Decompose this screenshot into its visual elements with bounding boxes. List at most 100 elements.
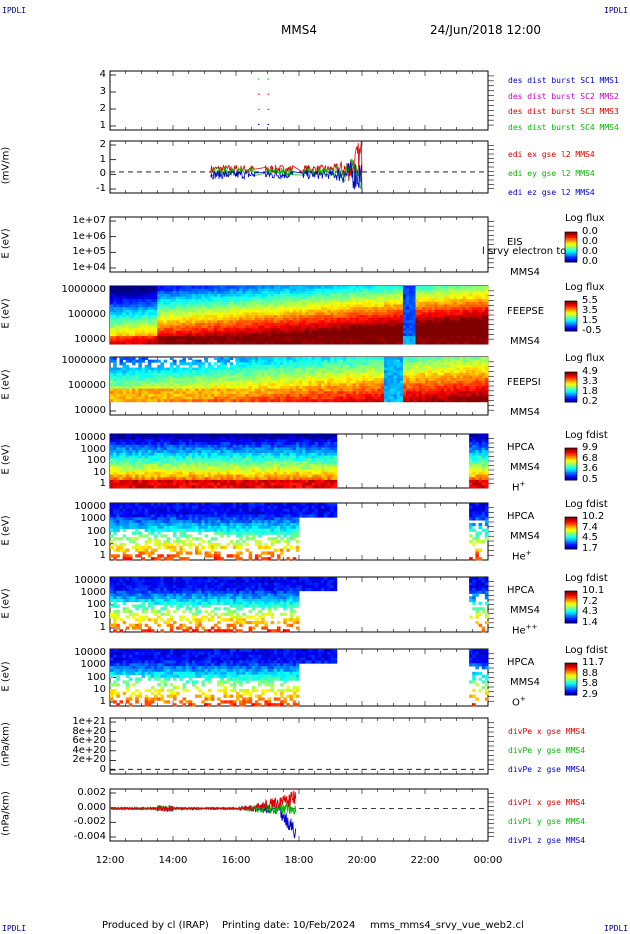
heat-cell	[362, 399, 366, 402]
heat-cell	[233, 328, 237, 331]
heat-cell	[406, 394, 410, 397]
heat-cell	[236, 318, 240, 321]
heat-cell	[264, 381, 268, 384]
heat-cell	[274, 286, 278, 289]
heat-cell	[110, 302, 114, 305]
heat-cell	[340, 302, 344, 305]
heat-cell	[368, 381, 372, 384]
heat-cell	[327, 294, 331, 297]
heat-cell	[268, 365, 272, 368]
heat-cell	[365, 312, 369, 315]
heat-cell	[438, 389, 442, 392]
heat-cell	[368, 375, 372, 378]
heat-cell	[419, 341, 423, 344]
heat-cell	[271, 310, 275, 313]
heat-cell	[129, 339, 133, 342]
heat-cell	[463, 378, 467, 381]
heat-cell	[371, 360, 375, 363]
heat-cell	[255, 291, 259, 294]
heat-cell	[431, 286, 435, 289]
heat-cell	[182, 297, 186, 300]
heat-cell	[142, 389, 146, 392]
heat-cell	[403, 373, 407, 376]
heat-cell	[450, 370, 454, 373]
heat-cell	[258, 315, 262, 318]
heat-cell	[290, 391, 294, 394]
heat-cell	[371, 320, 375, 323]
heat-cell	[249, 289, 253, 292]
heat-cell	[469, 357, 473, 360]
heat-cell	[296, 286, 300, 289]
heat-cell	[208, 391, 212, 394]
heat-cell	[375, 394, 379, 397]
heat-cell	[315, 302, 319, 305]
heat-cell	[482, 362, 486, 365]
heat-cell	[271, 289, 275, 292]
heat-cell	[412, 368, 416, 371]
heat-cell	[132, 394, 136, 397]
heat-cell	[145, 357, 149, 360]
heat-cell	[119, 326, 123, 329]
heat-cell	[419, 381, 423, 384]
heat-cell	[302, 378, 306, 381]
heat-cell	[277, 312, 281, 315]
heat-cell	[214, 381, 218, 384]
heat-cell	[434, 310, 438, 313]
heat-cell	[230, 397, 234, 400]
heat-cell	[397, 391, 401, 394]
heat-cell	[208, 386, 212, 389]
heat-cell	[428, 339, 432, 342]
heat-cell	[331, 394, 335, 397]
heat-cell	[359, 333, 363, 336]
heat-cell	[375, 289, 379, 292]
heat-cell	[217, 397, 221, 400]
heat-cell	[274, 291, 278, 294]
heat-cell	[400, 341, 404, 344]
heat-cell	[113, 373, 117, 376]
heat-cell	[223, 297, 227, 300]
heat-cell	[182, 328, 186, 331]
heat-cell	[312, 326, 316, 329]
heat-cell	[302, 294, 306, 297]
heat-cell	[321, 381, 325, 384]
heat-cell	[290, 394, 294, 397]
heat-cell	[450, 373, 454, 376]
heat-cell	[170, 341, 174, 344]
heat-cell	[242, 333, 246, 336]
heat-cell	[362, 328, 366, 331]
heat-cell	[293, 360, 297, 363]
heat-cell	[466, 299, 470, 302]
heat-cell	[368, 318, 372, 321]
heat-cell	[422, 289, 426, 292]
heat-cell	[198, 368, 202, 371]
heat-cell	[431, 339, 435, 342]
heat-cell	[441, 323, 445, 326]
heat-cell	[296, 370, 300, 373]
heat-cell	[472, 336, 476, 339]
heat-cell	[239, 399, 243, 402]
heat-cell	[239, 397, 243, 400]
heat-cell	[208, 373, 212, 376]
heat-cell	[337, 333, 341, 336]
heat-cell	[220, 383, 224, 386]
heat-cell	[444, 399, 448, 402]
heat-cell	[387, 397, 391, 400]
heat-cell	[422, 310, 426, 313]
heat-cell	[482, 357, 486, 360]
heat-cell	[441, 394, 445, 397]
heat-cell	[359, 304, 363, 307]
heat-cell	[321, 315, 325, 318]
heat-cell	[334, 315, 338, 318]
heat-cell	[264, 289, 268, 292]
heat-cell	[258, 394, 262, 397]
heat-cell	[479, 331, 483, 334]
heat-cell	[233, 291, 237, 294]
heat-cell	[475, 394, 479, 397]
heat-cell	[482, 310, 486, 313]
heat-cell	[318, 291, 322, 294]
heat-cell	[428, 394, 432, 397]
heat-cell	[116, 312, 120, 315]
heat-cell	[305, 397, 309, 400]
heat-cell	[447, 339, 451, 342]
heat-cell	[116, 389, 120, 392]
